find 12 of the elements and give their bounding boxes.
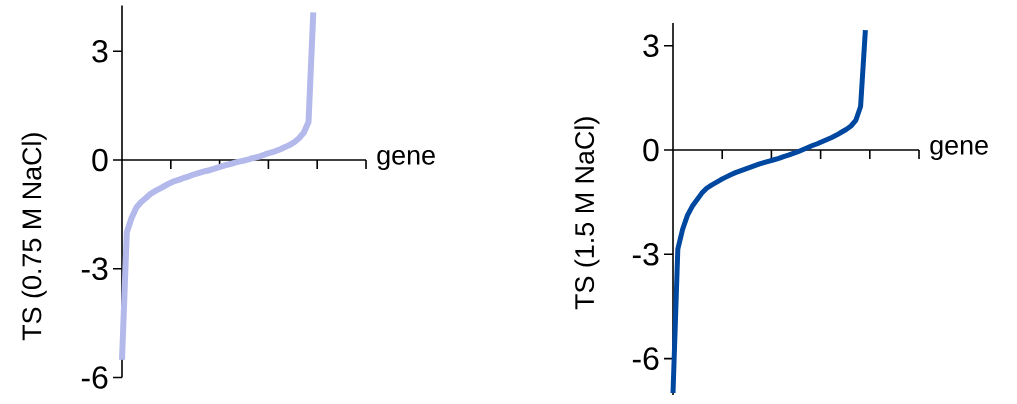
- y-tick-label: 0: [92, 148, 108, 172]
- y-tick-label: -6: [632, 347, 659, 370]
- y-tick-label: -3: [632, 243, 659, 266]
- x-axis-title: gene: [930, 139, 988, 161]
- y-axis-title: TS (0.75 M NaCl): [21, 133, 47, 341]
- y-tick-label: 0: [643, 138, 659, 162]
- y-tick-label: -6: [81, 366, 108, 389]
- y-tick-label: 3: [643, 34, 659, 57]
- x-axis-title: gene: [377, 149, 435, 171]
- y-tick-label: 3: [92, 39, 108, 63]
- y-axis-title: TS (1.5 M NaCl): [574, 117, 600, 310]
- y-tick-label: -3: [81, 257, 108, 281]
